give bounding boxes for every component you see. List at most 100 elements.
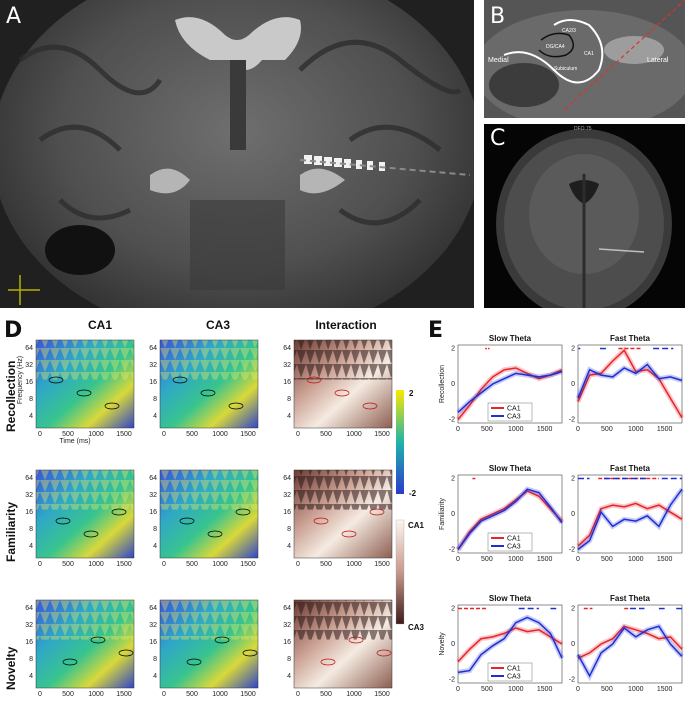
x-tick-label: 1000	[628, 556, 644, 563]
label-lateral: Lateral	[647, 57, 669, 64]
y-tick-label: 0	[571, 511, 575, 518]
y-tick-label: 2	[451, 476, 455, 483]
heatmap-recollection-ca1: 64 32 16 8 4 0 500 1000 1500 Time (ms) Frequency (…	[17, 339, 135, 445]
heatmap-frame	[35, 469, 135, 559]
significance-contour	[48, 376, 64, 384]
freq-tick-label: 16	[149, 379, 157, 386]
region-ca1: CA1	[584, 51, 594, 57]
heatmap-novelty-ca3: 64 32 16 8 4 0 500 1000 1500	[149, 599, 259, 698]
y-axis-label: Recollection	[439, 365, 446, 403]
freq-tick-label: 64	[149, 475, 157, 482]
time-tick-label: 500	[186, 561, 198, 568]
freq-tick-label: 32	[25, 622, 33, 629]
d-col-title-ca3: CA3	[205, 318, 230, 332]
time-tick-label: 1500	[374, 691, 390, 698]
series-line-ca1	[577, 502, 683, 547]
time-tick-label: 500	[186, 691, 198, 698]
freq-tick-label: 16	[283, 639, 291, 646]
x-tick-label: 1000	[508, 426, 524, 433]
y-tick-label: -2	[449, 676, 455, 683]
time-tick-label: 500	[62, 431, 74, 438]
label-medial: Medial	[488, 57, 509, 64]
time-tick-label: 500	[186, 431, 198, 438]
y-tick-label: 2	[451, 606, 455, 613]
y-tick-label: 0	[451, 381, 455, 388]
time-tick-label: 1500	[116, 561, 132, 568]
panel-b-label: B	[490, 4, 506, 29]
legend-label: CA3	[507, 544, 521, 551]
time-tick-label: 0	[162, 431, 166, 438]
time-tick-label: 0	[296, 691, 300, 698]
panel-c-label: C	[490, 126, 506, 151]
heatmap-familiarity-ca3: 64 32 16 8 4 0 500 1000 1500	[149, 469, 259, 568]
time-tick-label: 0	[162, 561, 166, 568]
lineplot-title: Fast Theta	[610, 594, 651, 603]
panel-c-image: DFO 75	[484, 124, 685, 308]
panel-e-label: E	[428, 318, 444, 343]
time-tick-label: 1000	[88, 691, 104, 698]
series-line-ca3	[577, 625, 683, 678]
time-tick-label: 1500	[374, 431, 390, 438]
freq-tick-label: 32	[283, 622, 291, 629]
series-line-ca3	[577, 488, 683, 551]
time-tick-label: 1500	[116, 431, 132, 438]
x-tick-label: 0	[456, 556, 460, 563]
heatmap-frame	[35, 339, 135, 429]
panel-a-label: A	[6, 4, 22, 29]
x-tick-label: 500	[601, 686, 613, 693]
y-tick-label: -2	[449, 416, 455, 423]
heatmap-recollection-ca3: 64 32 16 8 4 0 500 1000 1500	[149, 339, 259, 438]
series-line-ca3	[457, 616, 563, 674]
heatmap-recollection-interaction: 64 32 16 8 4 0 500 1000 1500	[283, 339, 393, 438]
freq-tick-label: 64	[25, 605, 33, 612]
freq-tick-label: 4	[29, 673, 33, 680]
heatmap-frame	[293, 469, 393, 559]
heatmap-novelty-ca1: 64 32 16 8 4 0 500 1000 1500	[25, 599, 135, 698]
x-tick-label: 0	[576, 556, 580, 563]
frequency-axis-label: Frequency (Hz)	[17, 356, 24, 404]
significance-contour	[214, 636, 230, 644]
panel-a-mri	[0, 0, 474, 308]
x-tick-label: 1000	[628, 426, 644, 433]
y-tick-label: 2	[571, 606, 575, 613]
region-ca23: CA2/3	[562, 28, 576, 34]
x-tick-label: 1500	[537, 556, 553, 563]
freq-tick-label: 64	[283, 475, 291, 482]
x-tick-label: 1500	[537, 686, 553, 693]
x-tick-label: 1500	[537, 426, 553, 433]
time-tick-label: 1000	[346, 431, 362, 438]
panel-b-mri: CA2/3 DG/CA4 CA1 Subiculum Medial Latera…	[484, 0, 685, 118]
series-line-ca1	[457, 490, 563, 550]
time-tick-label: 500	[320, 561, 332, 568]
plot-frame	[577, 344, 683, 424]
freq-tick-label: 64	[283, 345, 291, 352]
freq-tick-label: 4	[153, 543, 157, 550]
time-tick-label: 1000	[88, 561, 104, 568]
freq-tick-label: 8	[29, 396, 33, 403]
significance-contour	[179, 517, 195, 525]
y-tick-label: -2	[569, 416, 575, 423]
lineplot-title: Fast Theta	[610, 334, 651, 343]
x-tick-label: 1000	[628, 686, 644, 693]
lineplot-title: Slow Theta	[489, 594, 532, 603]
x-tick-label: 1500	[657, 426, 673, 433]
y-axis-label: Familiarity	[439, 498, 446, 530]
x-tick-label: 1500	[657, 686, 673, 693]
freq-tick-label: 8	[29, 526, 33, 533]
heatmap-familiarity-ca1: 64 32 16 8 4 0 500 1000 1500	[25, 469, 135, 568]
heatmap-texture	[160, 470, 258, 510]
freq-tick-label: 64	[25, 475, 33, 482]
time-tick-label: 0	[38, 561, 42, 568]
panel-b-image: CA2/3 DG/CA4 CA1 Subiculum Medial Latera…	[484, 0, 685, 118]
lineplot-title: Slow Theta	[489, 464, 532, 473]
significance-contour	[90, 636, 106, 644]
significance-contour	[118, 649, 134, 657]
heatmap-familiarity-interaction: 64 32 16 8 4 0 500 1000 1500	[283, 469, 393, 568]
heatmap-novelty-interaction: 64 32 16 8 4 0 500 1000 1500	[283, 599, 393, 698]
y-tick-label: 2	[571, 476, 575, 483]
x-tick-label: 1000	[508, 556, 524, 563]
colorbar-bottom-top: CA1	[408, 521, 425, 530]
